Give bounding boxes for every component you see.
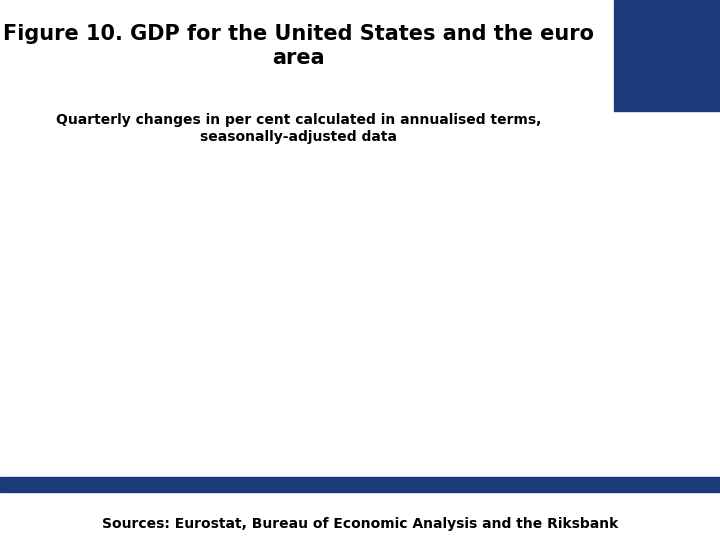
Text: Quarterly changes in per cent calculated in annualised terms,
seasonally-adjuste: Quarterly changes in per cent calculated…	[56, 113, 541, 144]
Bar	[0, 477, 720, 492]
Bar	[614, 0, 720, 111]
Text: Figure 10. GDP for the United States and the euro
area: Figure 10. GDP for the United States and…	[4, 24, 594, 68]
Text: Sources: Eurostat, Bureau of Economic Analysis and the Riksbank: Sources: Eurostat, Bureau of Economic An…	[102, 517, 618, 531]
